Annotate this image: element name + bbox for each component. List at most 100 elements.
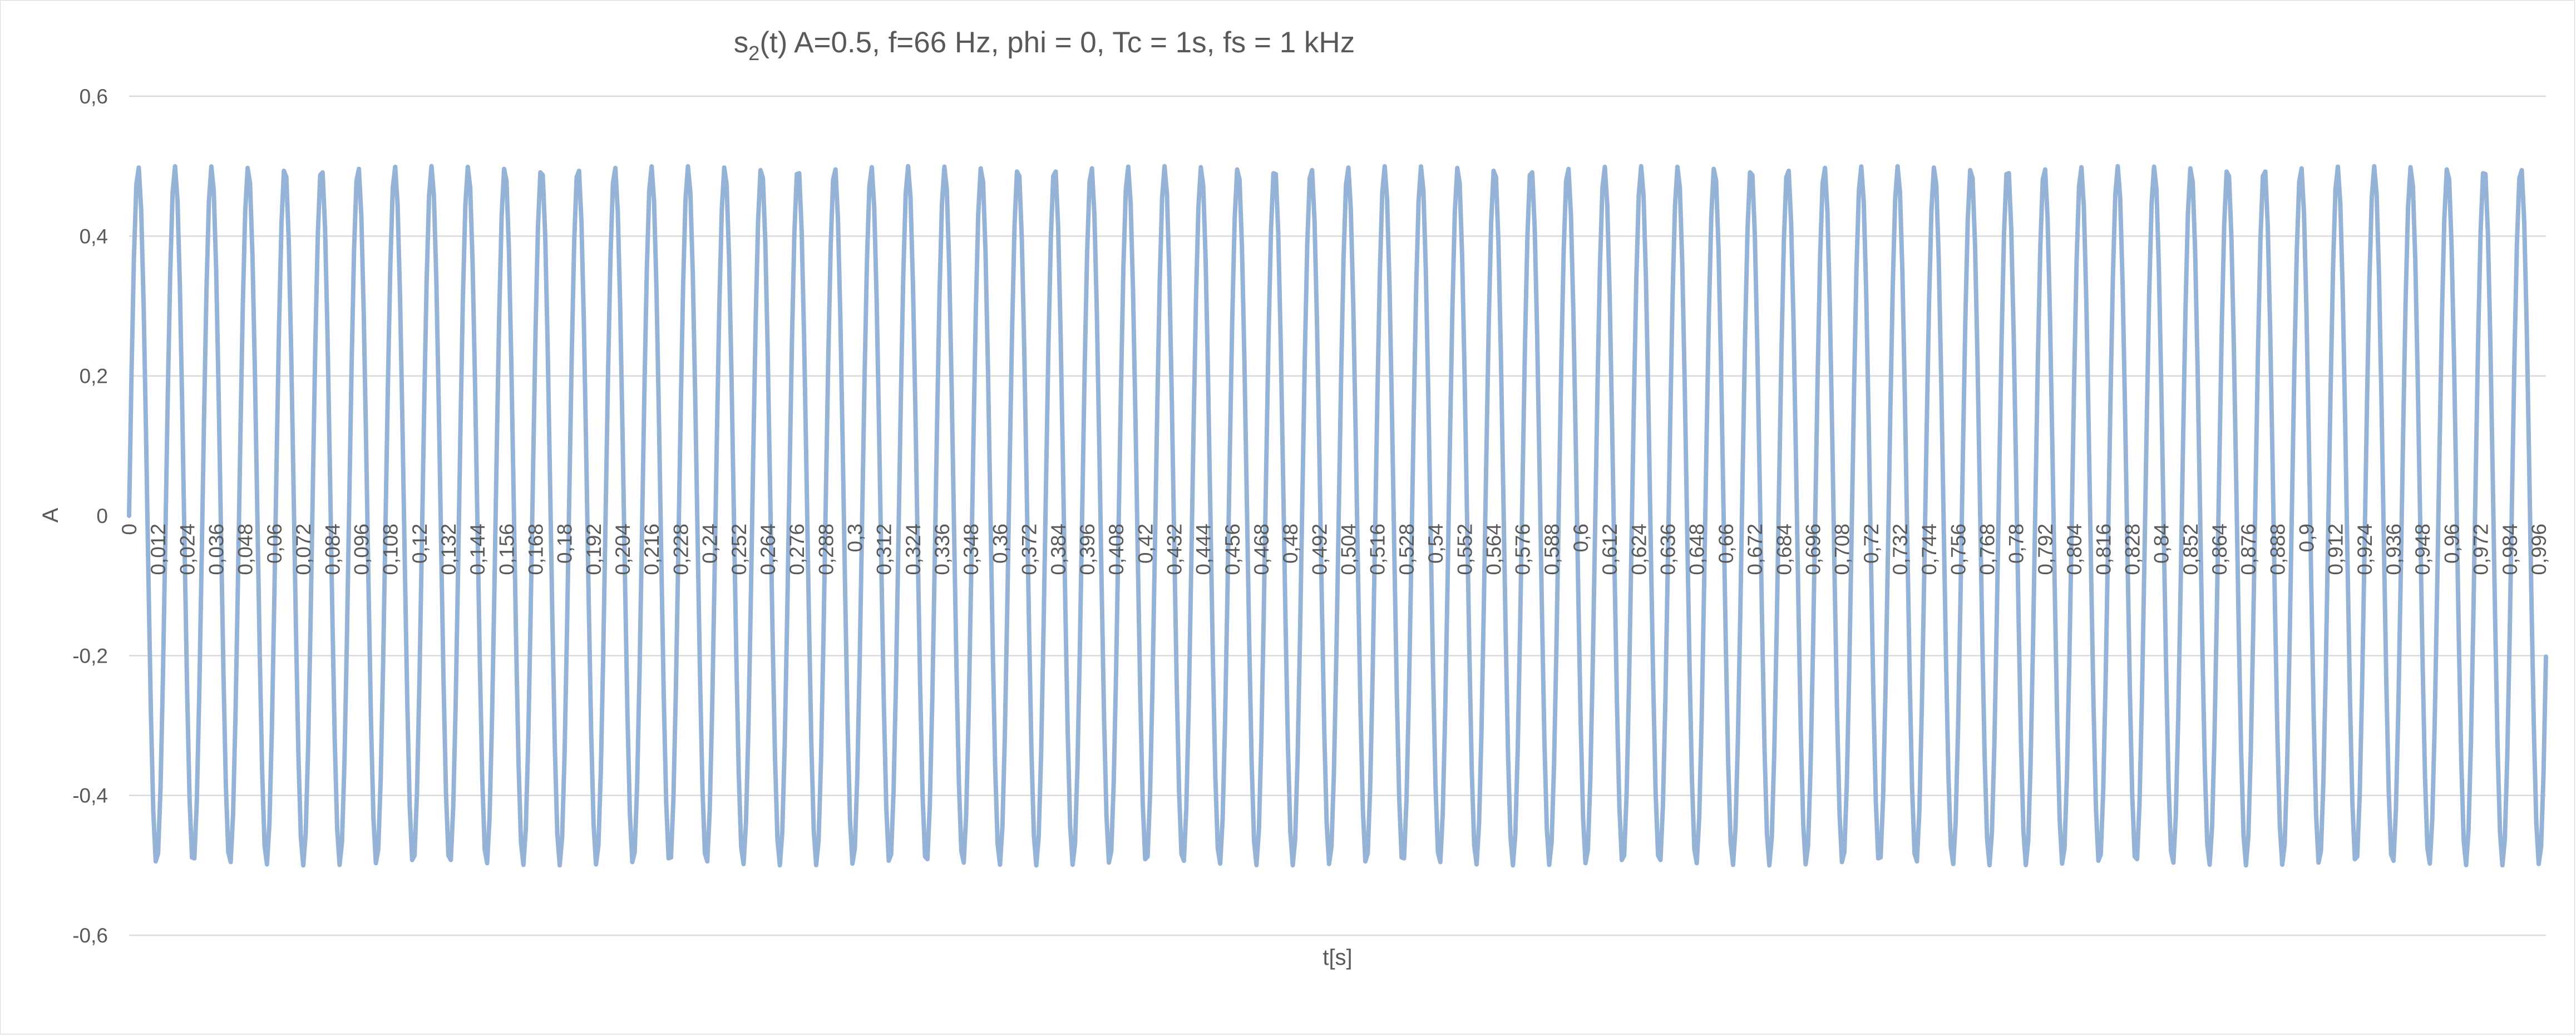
x-tick-label: 0,216 xyxy=(640,524,663,575)
x-tick-label: 0,744 xyxy=(1918,524,1941,575)
x-tick-label: 0,648 xyxy=(1686,524,1709,575)
x-tick-label: 0,84 xyxy=(2150,524,2173,564)
y-tick-label: -0,2 xyxy=(72,644,108,667)
x-tick-label: 0,756 xyxy=(1947,524,1970,575)
x-tick-label: 0,024 xyxy=(176,524,199,575)
x-tick-label: 0,12 xyxy=(408,524,431,564)
x-tick-label: 0,852 xyxy=(2179,524,2202,575)
x-tick-label: 0,804 xyxy=(2063,524,2086,575)
x-tick-label: 0,108 xyxy=(379,524,402,575)
series-layer xyxy=(127,164,2548,868)
x-tick-label: 0,972 xyxy=(2470,524,2493,575)
x-tick-label: 0,276 xyxy=(786,524,808,575)
x-tick-label: 0,324 xyxy=(902,524,925,575)
x-tick-label: 0,888 xyxy=(2266,524,2289,575)
x-tick-label: 0,528 xyxy=(1395,524,1418,575)
x-tick-label: 0,372 xyxy=(1018,524,1041,575)
x-tick-label: 0,612 xyxy=(1598,524,1621,575)
y-axis-tick-labels: 0,6 0,4 0,2 0 -0,2 -0,4 -0,6 xyxy=(72,85,108,947)
y-tick-label: 0,4 xyxy=(80,225,108,248)
x-tick-label: 0,048 xyxy=(234,524,257,575)
x-tick-label: 0,576 xyxy=(1512,524,1534,575)
x-tick-label: 0,54 xyxy=(1424,524,1447,564)
x-tick-label: 0,492 xyxy=(1308,524,1331,575)
x-tick-label: 0,912 xyxy=(2325,524,2347,575)
x-tick-label: 0,624 xyxy=(1627,524,1650,575)
x-tick-label: 0,18 xyxy=(554,524,576,564)
chart-title-suffix: (t) A=0.5, f=66 Hz, phi = 0, Tc = 1s, fs… xyxy=(759,26,1355,59)
x-tick-label: 0,072 xyxy=(292,524,315,575)
x-tick-label: 0,3 xyxy=(844,524,867,552)
x-tick-label: 0,408 xyxy=(1105,524,1128,575)
x-tick-label: 0,468 xyxy=(1250,524,1273,575)
x-tick-label: 0,6 xyxy=(1570,524,1592,552)
x-tick-label: 0,504 xyxy=(1338,524,1360,575)
x-tick-label: 0,336 xyxy=(931,524,954,575)
x-axis-title: t[s] xyxy=(1322,945,1352,970)
x-tick-label: 0,312 xyxy=(873,524,896,575)
x-axis-tick-labels: 0 0,012 0,024 0,036 0,048 0,06 0,072 0,084 0,096… xyxy=(118,524,2550,575)
x-tick-label: 0,252 xyxy=(728,524,751,575)
y-tick-label: 0,2 xyxy=(80,365,108,388)
x-tick-label: 0,684 xyxy=(1773,524,1795,575)
y-axis-title: A xyxy=(38,507,63,522)
x-tick-label: 0,096 xyxy=(350,524,373,575)
x-tick-label: 0,864 xyxy=(2208,524,2231,575)
x-tick-label: 0,396 xyxy=(1076,524,1099,575)
x-tick-label: 0,996 xyxy=(2528,524,2550,575)
x-tick-label: 0,264 xyxy=(757,524,779,575)
x-tick-label: 0,78 xyxy=(2005,524,2028,564)
x-tick-label: 0,384 xyxy=(1047,524,1070,575)
x-tick-label: 0,156 xyxy=(495,524,518,575)
x-tick-label: 0,036 xyxy=(205,524,228,575)
x-tick-label: 0,06 xyxy=(263,524,286,564)
x-tick-label: 0,816 xyxy=(2092,524,2115,575)
x-tick-label: 0,924 xyxy=(2353,524,2376,575)
x-tick-label: 0,444 xyxy=(1192,524,1215,575)
x-tick-label: 0,204 xyxy=(611,524,634,575)
x-tick-label: 0,792 xyxy=(2034,524,2057,575)
x-tick-label: 0 xyxy=(118,524,141,535)
x-tick-label: 0,768 xyxy=(1976,524,1999,575)
x-tick-label: 0,516 xyxy=(1366,524,1389,575)
chart-title-prefix: s xyxy=(734,26,749,59)
x-tick-label: 0,288 xyxy=(815,524,837,575)
series-line xyxy=(127,164,2548,868)
y-tick-label: -0,6 xyxy=(72,924,108,947)
y-tick-label: 0 xyxy=(96,505,108,527)
x-tick-label: 0,948 xyxy=(2411,524,2434,575)
x-tick-label: 0,876 xyxy=(2237,524,2260,575)
x-tick-label: 0,564 xyxy=(1483,524,1506,575)
x-tick-label: 0,9 xyxy=(2296,524,2318,552)
x-tick-label: 0,708 xyxy=(1831,524,1854,575)
x-tick-label: 0,36 xyxy=(989,524,1011,564)
x-tick-label: 0,228 xyxy=(669,524,692,575)
x-tick-label: 0,144 xyxy=(466,524,489,575)
x-tick-label: 0,192 xyxy=(583,524,605,575)
x-tick-label: 0,42 xyxy=(1134,524,1157,564)
x-tick-label: 0,828 xyxy=(2121,524,2144,575)
x-tick-label: 0,48 xyxy=(1279,524,1302,564)
x-tick-label: 0,348 xyxy=(960,524,983,575)
x-tick-label: 0,012 xyxy=(147,524,170,575)
y-tick-label: 0,6 xyxy=(80,85,108,108)
x-tick-label: 0,66 xyxy=(1715,524,1738,564)
x-tick-label: 0,432 xyxy=(1163,524,1186,575)
x-tick-label: 0,588 xyxy=(1541,524,1563,575)
x-tick-label: 0,984 xyxy=(2499,524,2521,575)
x-tick-label: 0,24 xyxy=(699,524,722,564)
x-tick-label: 0,084 xyxy=(321,524,344,575)
x-tick-label: 0,96 xyxy=(2440,524,2463,564)
x-tick-label: 0,696 xyxy=(1802,524,1825,575)
x-tick-label: 0,672 xyxy=(1744,524,1766,575)
x-tick-label: 0,456 xyxy=(1221,524,1244,575)
x-tick-label: 0,552 xyxy=(1453,524,1476,575)
chart-title-subscript: 2 xyxy=(748,42,759,65)
x-tick-label: 0,936 xyxy=(2382,524,2405,575)
y-tick-label: -0,4 xyxy=(72,785,108,807)
x-tick-label: 0,132 xyxy=(437,524,460,575)
x-tick-label: 0,168 xyxy=(525,524,547,575)
x-tick-label: 0,732 xyxy=(1889,524,1912,575)
